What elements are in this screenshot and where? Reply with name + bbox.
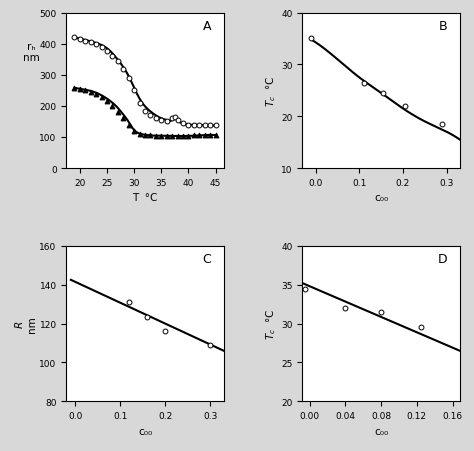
X-axis label: c₀₀: c₀₀ [374,193,388,203]
Text: A: A [203,20,211,33]
Y-axis label: $T_c$  °C: $T_c$ °C [264,308,278,339]
X-axis label: c₀₀: c₀₀ [138,426,152,436]
Text: C: C [202,253,211,266]
Y-axis label: rₕ
nm: rₕ nm [23,41,40,63]
Y-axis label: $R$
nm: $R$ nm [13,315,36,332]
X-axis label: T  °C: T °C [132,193,158,203]
Text: B: B [438,20,447,33]
Y-axis label: $T_c$  °C: $T_c$ °C [264,76,278,106]
Text: D: D [438,253,447,266]
X-axis label: c₀₀: c₀₀ [374,426,388,436]
